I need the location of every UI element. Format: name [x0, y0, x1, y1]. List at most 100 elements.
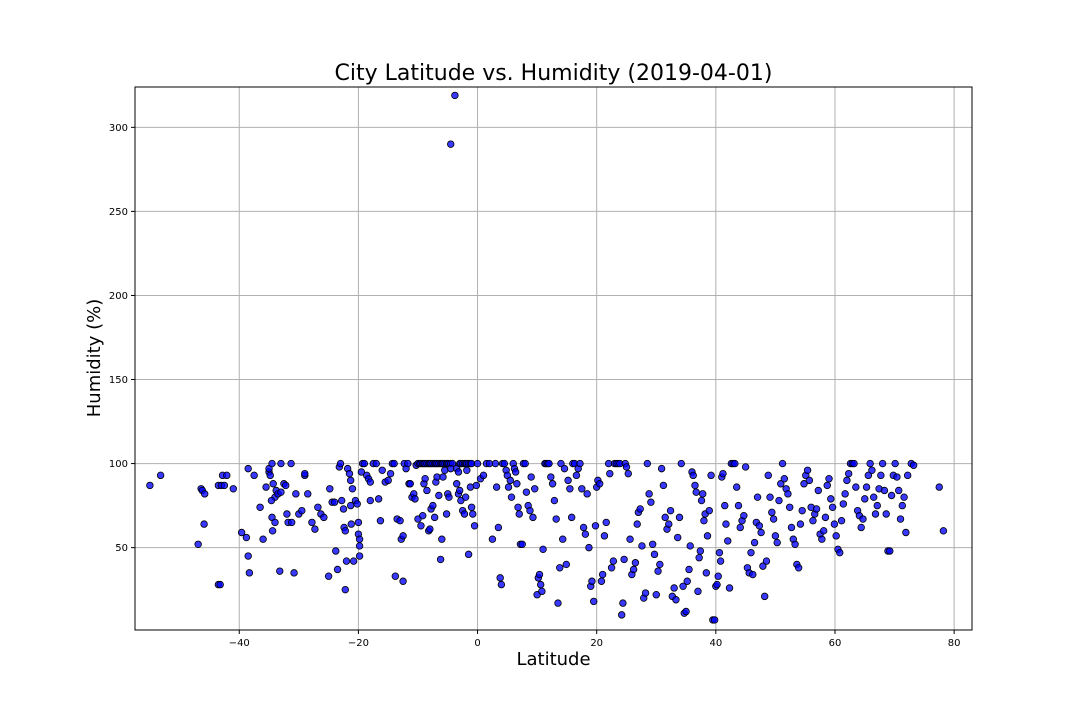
data-point: [421, 474, 429, 483]
data-point: [576, 459, 584, 468]
plot-frame: [134, 86, 973, 631]
data-point: [891, 459, 899, 468]
data-point: [595, 480, 604, 488]
data-point: [256, 503, 264, 511]
data-point: [435, 491, 443, 500]
data-point: [624, 469, 632, 478]
data-point: [201, 490, 209, 498]
data-point: [417, 522, 425, 530]
data-point: [399, 532, 407, 540]
data-point: [750, 538, 759, 547]
data-point: [766, 493, 774, 501]
data-point: [731, 459, 739, 468]
data-point: [699, 490, 707, 498]
data-point: [734, 501, 743, 510]
data-point: [436, 555, 445, 564]
data-point: [527, 473, 535, 481]
data-point: [674, 533, 682, 542]
data-point: [629, 565, 638, 574]
data-point: [827, 495, 835, 503]
x-tick-label: −20: [348, 638, 369, 649]
x-tick-label: 60: [829, 638, 842, 649]
data-point: [618, 611, 626, 619]
data-point: [507, 493, 516, 501]
data-point: [939, 527, 948, 535]
data-point: [345, 469, 354, 478]
data-points: [146, 91, 948, 624]
data-point: [529, 513, 537, 522]
data-point: [426, 525, 434, 533]
data-point: [697, 496, 706, 505]
data-point: [786, 503, 794, 511]
data-point: [893, 473, 901, 481]
data-point: [500, 459, 509, 468]
data-point: [348, 485, 357, 493]
data-point: [710, 616, 719, 624]
data-point: [771, 532, 780, 540]
data-point: [691, 481, 699, 490]
data-point: [645, 490, 653, 498]
data-point: [839, 500, 848, 508]
data-point: [287, 459, 295, 468]
data-point: [376, 517, 385, 525]
data-point: [511, 468, 520, 476]
data-point: [554, 599, 562, 607]
data-point: [656, 560, 664, 569]
data-point: [719, 469, 727, 478]
data-point: [200, 520, 208, 528]
data-point: [492, 483, 501, 491]
y-axis-label: Humidity (%): [84, 299, 105, 418]
data-point: [266, 471, 274, 480]
data-point: [703, 532, 712, 540]
y-tick-label: 250: [109, 207, 128, 218]
data-point: [898, 501, 906, 510]
data-point: [374, 495, 383, 503]
data-point: [689, 471, 697, 480]
data-point: [354, 518, 363, 527]
data-point: [606, 469, 614, 478]
data-point: [868, 466, 876, 474]
data-point: [654, 567, 662, 575]
data-point: [791, 540, 799, 548]
data-point: [384, 476, 392, 485]
data-point: [873, 501, 881, 510]
data-point: [762, 557, 771, 565]
data-point: [156, 471, 165, 480]
data-point: [494, 523, 503, 532]
x-tick-label: −40: [229, 638, 250, 649]
data-point: [796, 520, 805, 528]
data-point: [870, 493, 878, 501]
data-point: [825, 474, 833, 483]
data-point: [404, 459, 412, 468]
data-point: [372, 459, 380, 468]
data-point: [515, 510, 523, 518]
data-point: [812, 505, 821, 513]
data-point: [564, 476, 572, 485]
data-point: [355, 535, 364, 543]
data-point: [753, 493, 762, 501]
data-point: [332, 547, 340, 555]
data-point: [308, 518, 316, 527]
data-point: [353, 500, 361, 508]
data-point: [638, 542, 646, 550]
data-point: [837, 517, 846, 525]
data-point: [430, 513, 439, 522]
data-point: [473, 459, 482, 468]
data-point: [857, 523, 865, 532]
data-point: [828, 503, 837, 511]
data-point: [357, 468, 366, 476]
data-point: [360, 459, 369, 468]
x-tick-label: 40: [709, 638, 722, 649]
data-point: [862, 483, 871, 491]
data-point: [242, 533, 251, 542]
data-point: [341, 527, 349, 535]
data-point: [470, 522, 479, 530]
data-point: [419, 511, 427, 520]
data-point: [877, 471, 885, 480]
chart-title: City Latitude vs. Humidity (2019-04-01): [335, 61, 773, 86]
data-point: [216, 580, 224, 589]
data-point: [311, 525, 319, 533]
y-tick-label: 300: [109, 123, 128, 134]
data-point: [292, 490, 300, 498]
